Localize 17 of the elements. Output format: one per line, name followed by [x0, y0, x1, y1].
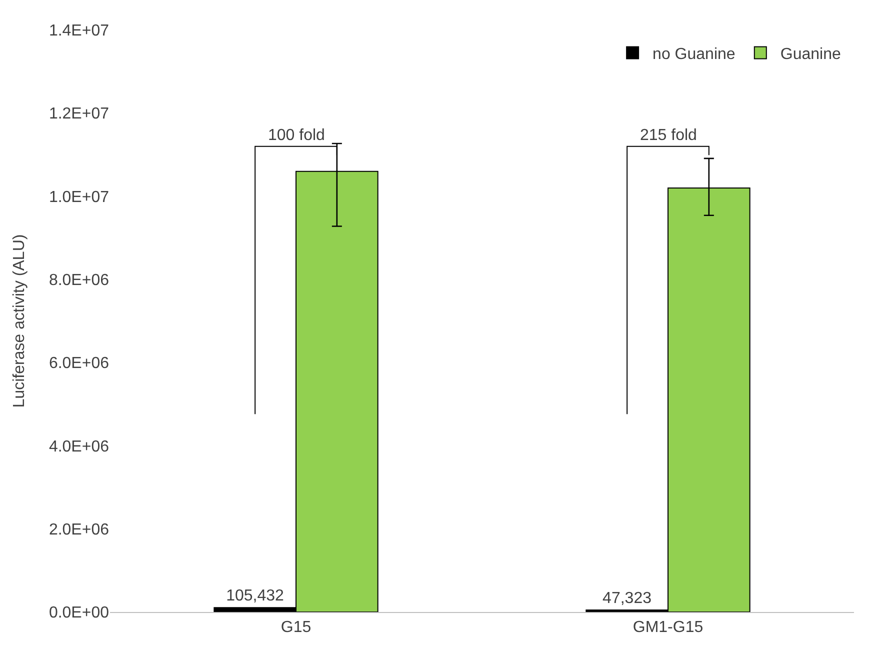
- y-tick-label: 1.0E+07: [48, 188, 110, 206]
- legend-label: no Guanine: [652, 46, 736, 63]
- y-tick-label: 0.0E+00: [48, 604, 110, 622]
- data-label: 105,432: [226, 588, 284, 605]
- x-tick-label: GM1-G15: [632, 619, 704, 636]
- data-label: 47,323: [602, 590, 652, 608]
- y-tick-label: 6.0E+06: [48, 355, 110, 372]
- y-axis-title: Luciferase activity (ALU): [10, 234, 28, 408]
- y-tick-label: 8.0E+06: [48, 272, 110, 290]
- y-tick-label: 4.0E+06: [48, 438, 110, 456]
- x-tick-label: G15: [280, 619, 312, 636]
- annotation: 100 fold: [268, 127, 325, 144]
- y-tick-label: 1.2E+07: [48, 106, 110, 123]
- legend-label: Guanine: [780, 46, 841, 63]
- y-tick-label: 2.0E+06: [48, 521, 110, 538]
- annotation: 215 fold: [640, 127, 697, 144]
- y-tick-label: 1.4E+07: [48, 22, 110, 40]
